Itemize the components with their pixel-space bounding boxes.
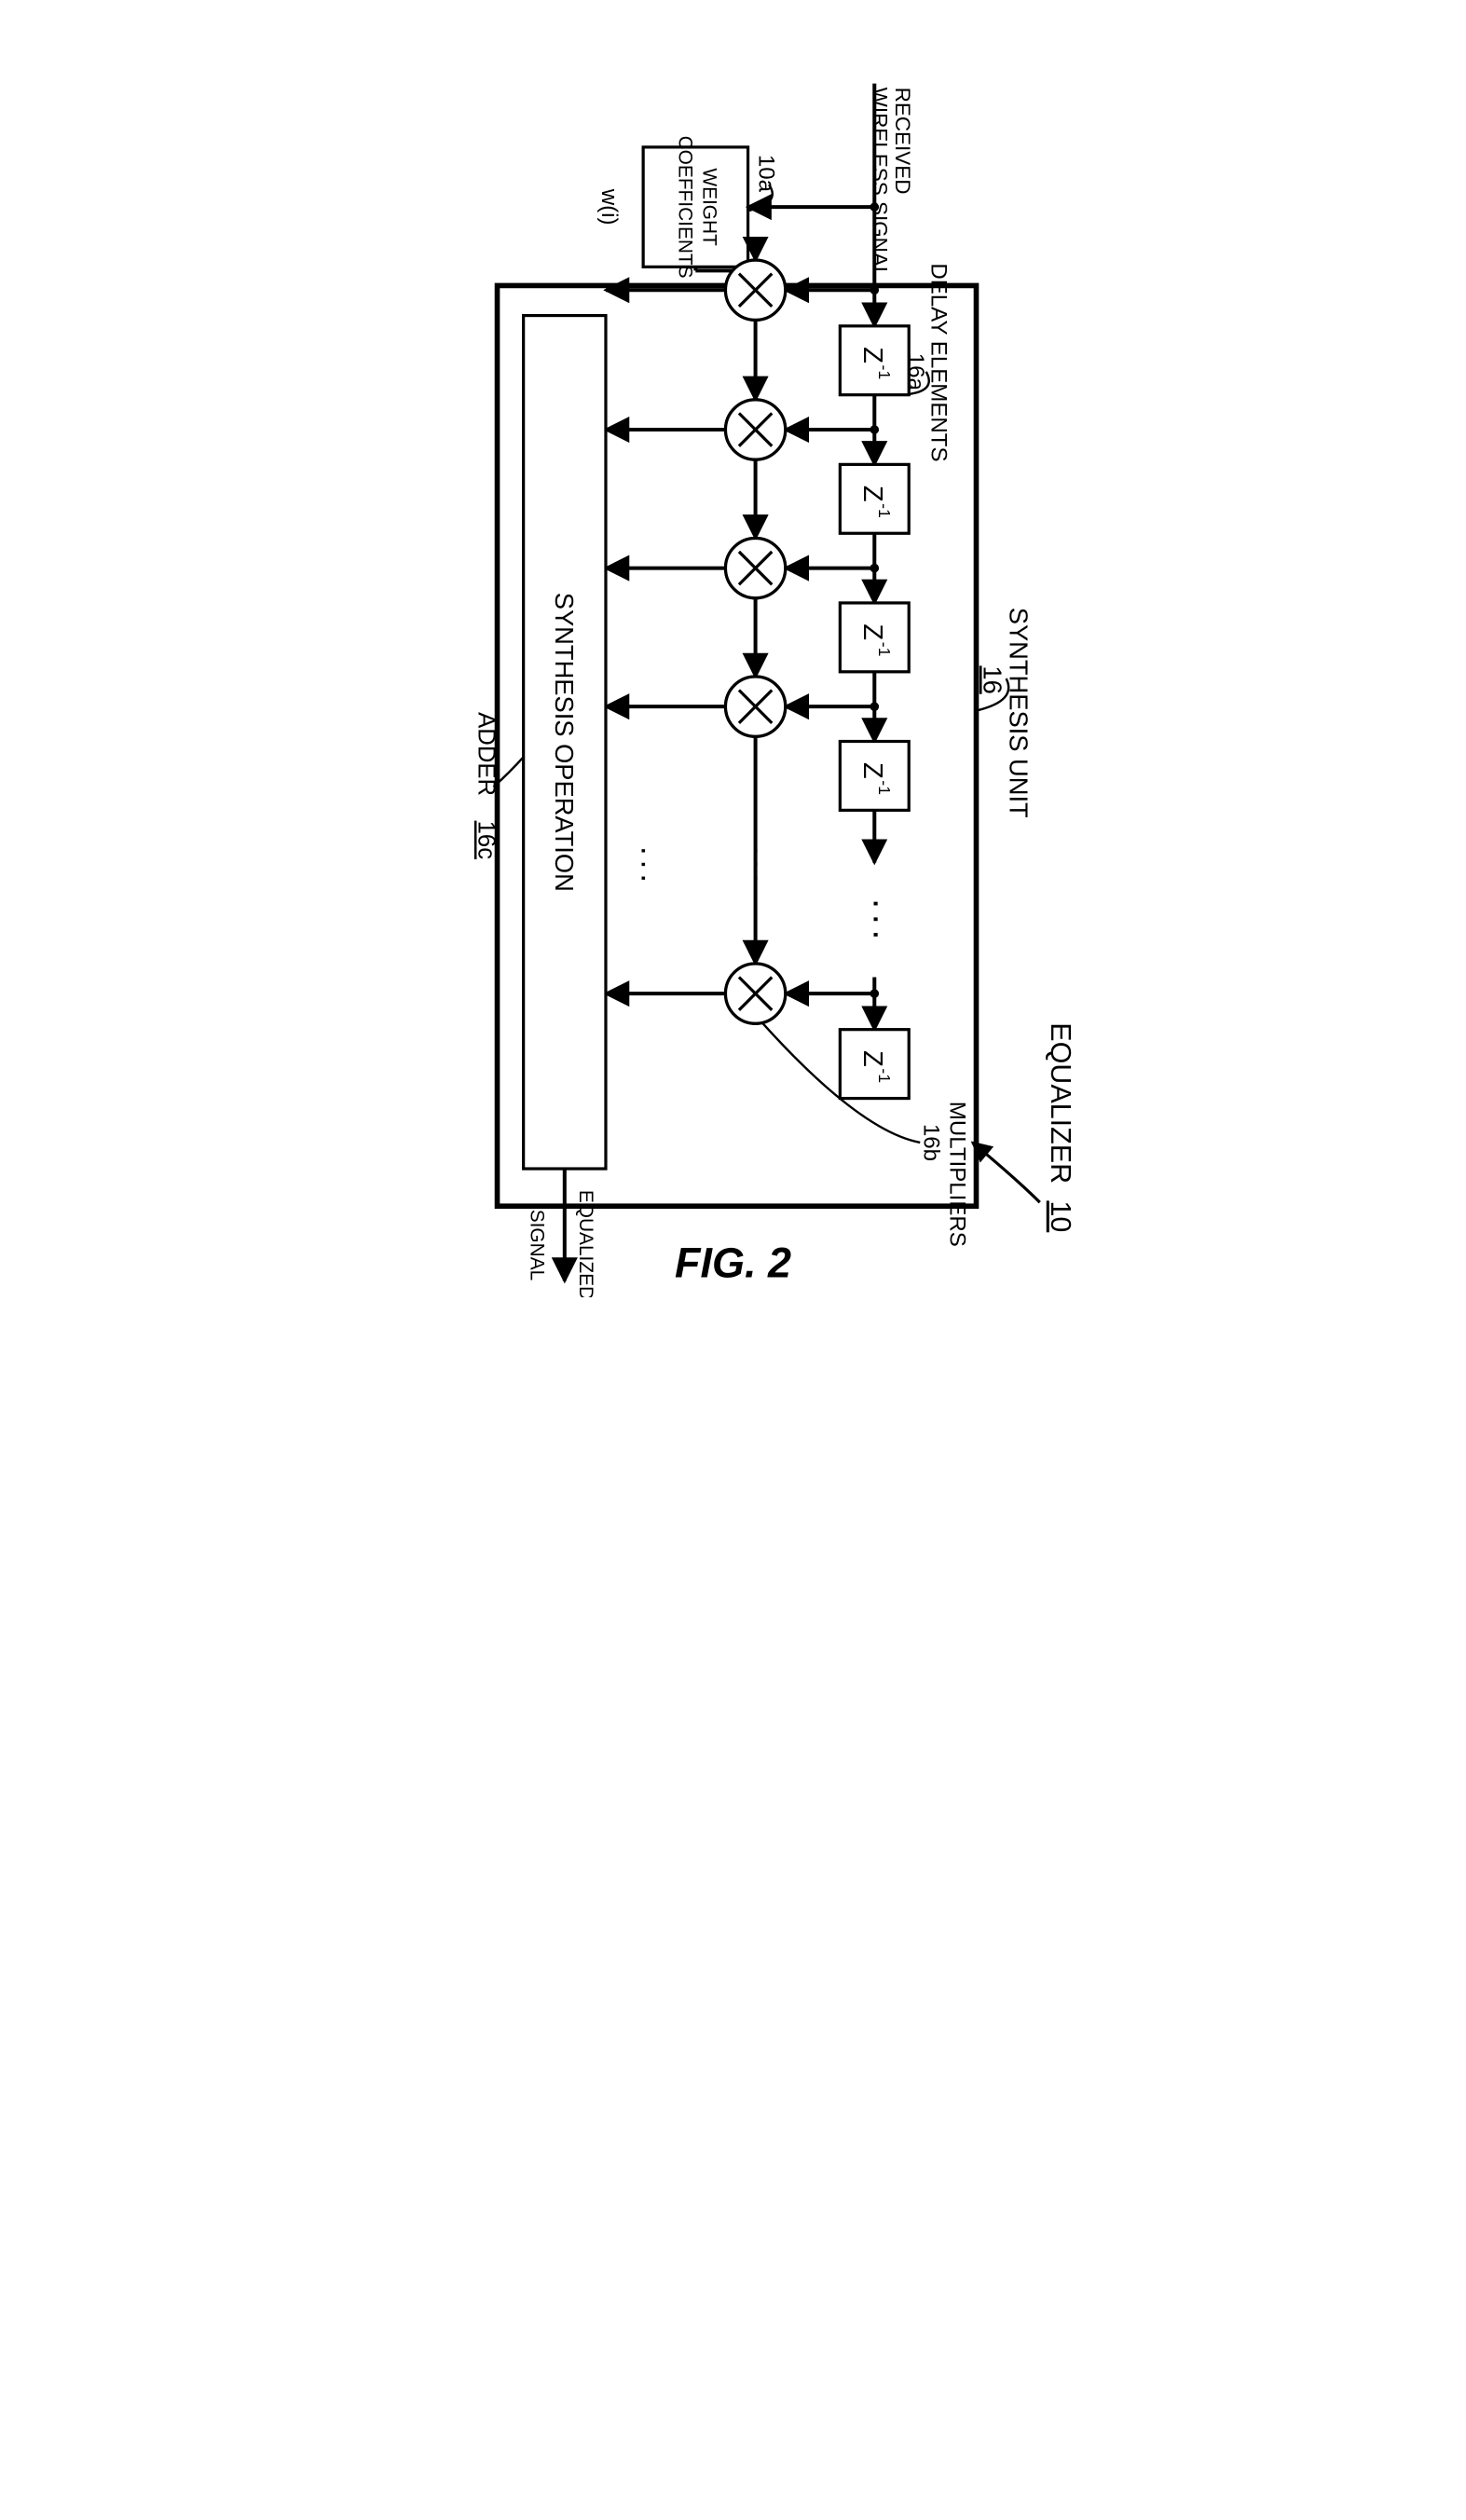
svg-text:SYNTHESIS OPERATION: SYNTHESIS OPERATION <box>550 593 579 892</box>
svg-text:EQUALIZED: EQUALIZED <box>575 1190 596 1297</box>
svg-text:-1: -1 <box>875 503 894 518</box>
svg-text:10a: 10a <box>754 155 779 193</box>
svg-text:w(i): w(i) <box>596 188 622 226</box>
svg-text:10: 10 <box>1045 1200 1076 1232</box>
svg-text:· · ·: · · · <box>630 847 655 882</box>
svg-text:Z: Z <box>857 347 887 363</box>
svg-text:SIGNAL: SIGNAL <box>527 1210 548 1281</box>
svg-text:SYNTHESIS UNIT: SYNTHESIS UNIT <box>1005 608 1034 818</box>
svg-text:16: 16 <box>979 665 1007 693</box>
svg-text:ADDER: ADDER <box>473 712 499 796</box>
svg-text:· · ·: · · · <box>861 900 890 939</box>
svg-text:Z: Z <box>857 486 887 502</box>
svg-text:Z: Z <box>857 623 887 640</box>
svg-text:FIG. 2: FIG. 2 <box>675 1239 791 1286</box>
svg-text:16b: 16b <box>918 1124 943 1161</box>
svg-text:-1: -1 <box>875 365 894 380</box>
svg-text:Z: Z <box>857 762 887 779</box>
svg-text:WIRELESS SIGNAL: WIRELESS SIGNAL <box>869 88 892 279</box>
svg-text:16c: 16c <box>473 821 499 860</box>
svg-text:MULTIPLIERS: MULTIPLIERS <box>944 1102 969 1247</box>
svg-text:-1: -1 <box>875 1068 894 1083</box>
equalizer-block-diagram: EQUALIZER 10 SYNTHESIS UNIT16 RECEIVEDWIREL… <box>366 37 1100 1297</box>
svg-text:-1: -1 <box>875 780 894 795</box>
svg-text:-1: -1 <box>875 642 894 657</box>
svg-text:RECEIVED: RECEIVED <box>891 88 914 195</box>
svg-text:DELAY ELEMENTS: DELAY ELEMENTS <box>925 263 951 461</box>
svg-text:16a: 16a <box>903 353 928 391</box>
svg-text:WEIGHT: WEIGHT <box>698 168 719 246</box>
svg-text:EQUALIZER: EQUALIZER <box>1045 1022 1076 1184</box>
svg-text:COEFFICIENTS: COEFFICIENTS <box>675 136 696 279</box>
svg-text:Z: Z <box>857 1050 887 1067</box>
